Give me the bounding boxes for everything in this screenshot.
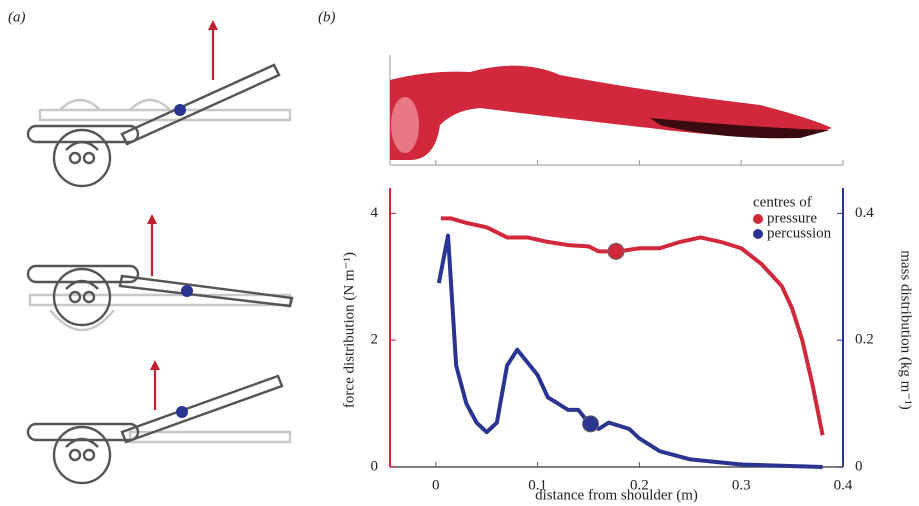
legend-title: centres of <box>753 194 812 210</box>
y-axis-label: force distribution (N m⁻¹) <box>341 252 357 408</box>
x-tick-label: 0.1 <box>528 477 547 493</box>
x-tick-label: 0 <box>432 477 440 493</box>
panel-label: (a) <box>8 9 26 25</box>
y-tick-label: 4 <box>371 205 379 221</box>
x-tick-label: 0.4 <box>834 477 853 493</box>
legend-label: percussion <box>767 225 832 241</box>
y-tick-label: 2 <box>371 332 379 348</box>
y2-tick-label: 0.4 <box>855 205 874 221</box>
series-line <box>436 233 823 469</box>
legend-swatch <box>753 214 763 224</box>
y-tick-label: 0 <box>371 458 379 474</box>
x-tick-label: 0.3 <box>732 477 751 493</box>
x-axis-label: distance from shoulder (m) <box>535 487 698 503</box>
owl-diagram-2 <box>26 214 294 332</box>
y2-tick-label: 0.2 <box>855 332 874 348</box>
owl-diagram-1 <box>26 20 292 188</box>
series-line <box>440 216 825 436</box>
legend-label: pressure <box>767 210 817 226</box>
panel-label: (b) <box>318 9 336 25</box>
wing-render <box>389 55 843 166</box>
y2-axis-label: mass distribution (kg m⁻¹) <box>898 250 914 410</box>
legend-swatch <box>753 229 763 239</box>
centre-marker <box>582 415 600 433</box>
x-tick-label: 0.2 <box>630 477 649 493</box>
owl-diagram-3 <box>26 360 292 485</box>
centre-marker <box>607 242 625 260</box>
y2-tick-label: 0 <box>855 458 863 474</box>
